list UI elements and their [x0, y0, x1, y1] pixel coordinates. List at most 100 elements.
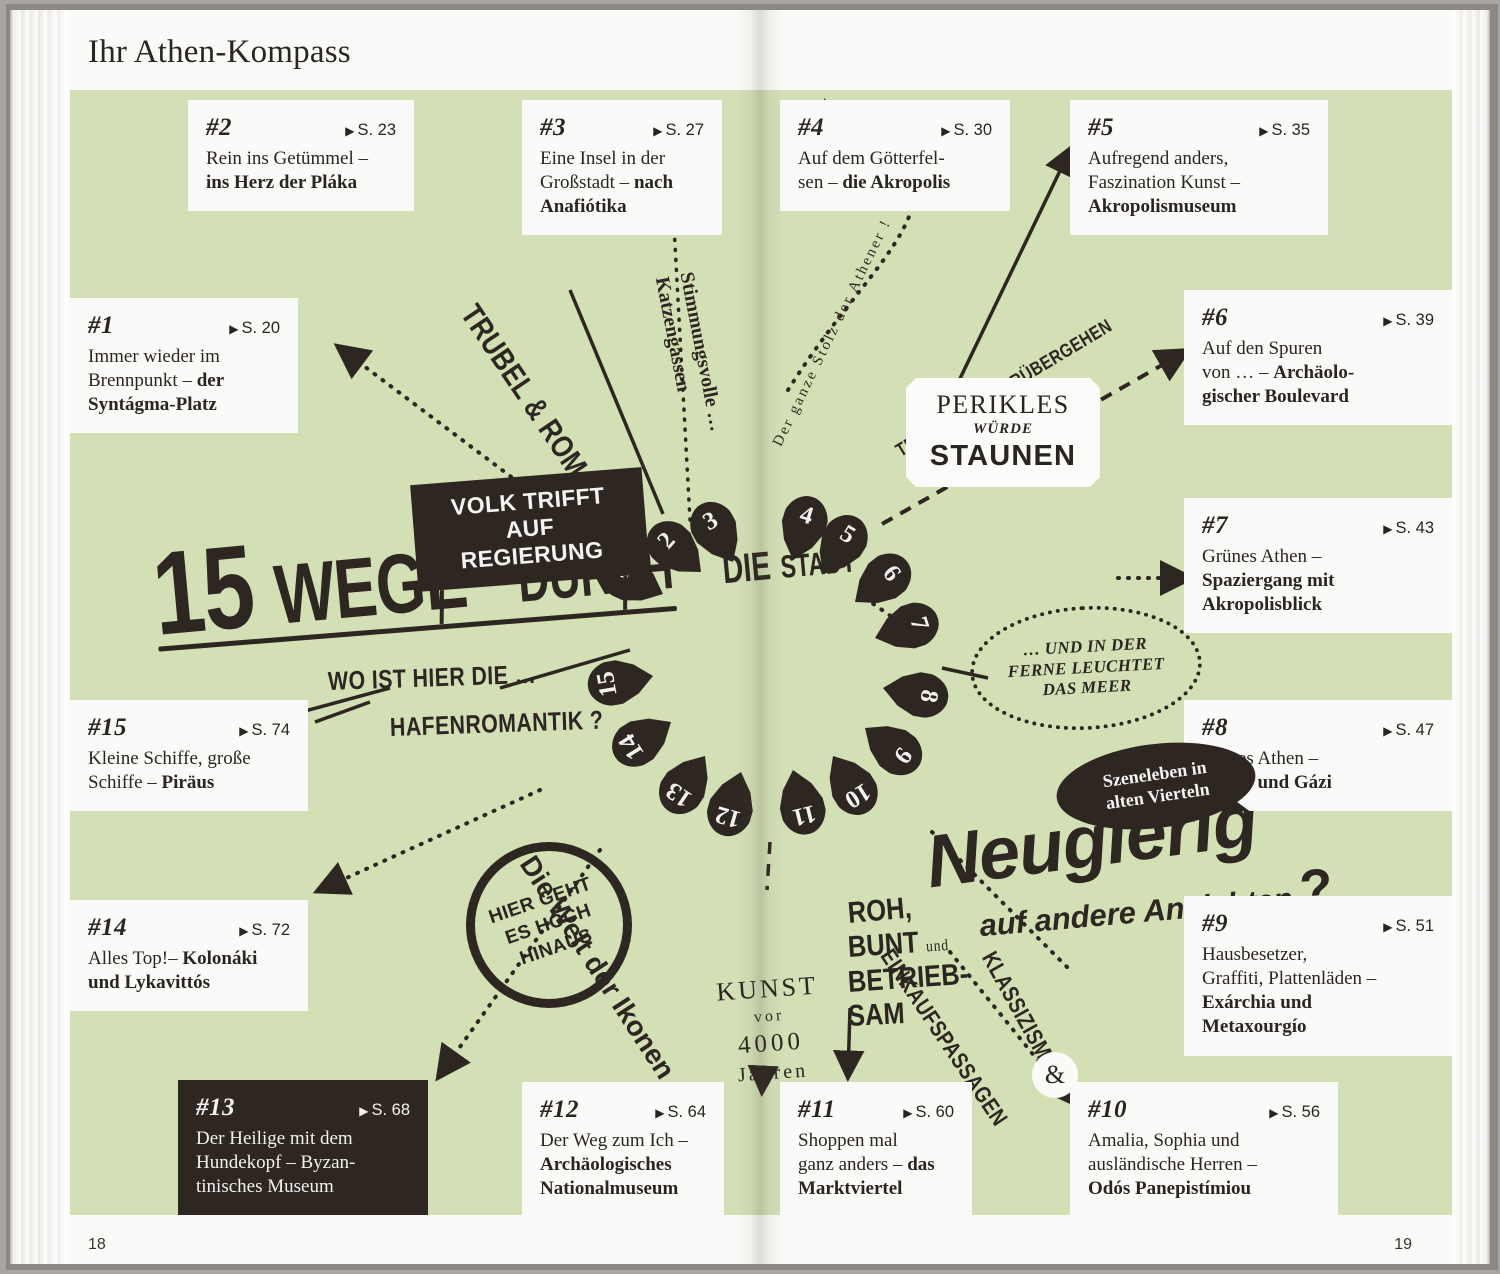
card-1[interactable]: #1 ▶ S. 20 Immer wieder im Brennpunkt – de… — [70, 298, 298, 434]
page-stack-right — [1448, 10, 1490, 1264]
triangle-icon: ▶ — [1383, 314, 1393, 328]
szeneleben-text: Szeneleben in alten Vierteln — [1101, 757, 1211, 814]
card-number: #11 — [798, 1096, 836, 1123]
triangle-icon: ▶ — [903, 1106, 913, 1120]
card-body: Aufregend anders, Faszination Kunst – Akro… — [1088, 148, 1240, 218]
card-number: #6 — [1202, 304, 1228, 331]
perikles-badge: PERIKLES WÜRDE STAUNEN — [906, 378, 1100, 487]
card-page-ref: ▶ S. 74 — [239, 721, 290, 739]
card-body: Auf den Spuren von … – Archäolo-gischer B… — [1202, 338, 1355, 408]
card-body: Rein ins Getümmel – ins Herz der Pláka — [206, 148, 369, 194]
card-page-ref: ▶ S. 72 — [239, 921, 290, 939]
card-4[interactable]: #4 ▶ S. 30 Auf dem Götterfel-sen – die Ak… — [780, 100, 1010, 212]
page-stack-left — [10, 10, 72, 1264]
roh-line3: BETRIEB- — [846, 957, 970, 999]
card-5[interactable]: #5 ▶ S. 35 Aufregend anders, Faszination K… — [1070, 100, 1328, 236]
triangle-icon: ▶ — [345, 124, 355, 138]
card-number: #2 — [206, 114, 232, 141]
card-number: #13 — [196, 1094, 235, 1121]
triangle-icon: ▶ — [1383, 920, 1393, 934]
card-body: Grünes Athen – Spaziergang mit Akropolisbl… — [1202, 546, 1335, 616]
card-body: Amalia, Sophia und ausländische Herren – O… — [1088, 1130, 1257, 1200]
card-12[interactable]: #12 ▶ S. 64 Der Weg zum Ich – Archäologisc… — [522, 1082, 724, 1215]
kunst-line3: 4000 — [737, 1027, 805, 1060]
card-2[interactable]: #2 ▶ S. 23 Rein ins Getümmel – ins Herz de… — [188, 100, 414, 212]
triangle-icon: ▶ — [359, 1104, 369, 1118]
infographic-canvas: 1 2 3 4 5 6 7 8 — [70, 90, 1452, 1215]
hoch-hinaus-circle: HIER GEHT ES HOCH HINAUS — [466, 842, 632, 1008]
sign-pole-left — [439, 590, 444, 625]
card-9[interactable]: #9 ▶ S. 51 Hausbesetzer, Graffiti, Platten… — [1184, 896, 1452, 1056]
card-number: #7 — [1202, 512, 1228, 539]
card-11[interactable]: #11 ▶ S. 60 Shoppen mal ganz anders – das M… — [780, 1082, 972, 1215]
perikles-name: PERIKLES — [936, 390, 1070, 419]
card-body: Shoppen mal ganz anders – das Marktviertel — [798, 1130, 935, 1200]
card-page-ref: ▶ S. 56 — [1269, 1103, 1320, 1121]
triangle-icon: ▶ — [655, 1106, 665, 1120]
card-15[interactable]: #15 ▶ S. 74 Kleine Schiffe, große Schiffe … — [70, 700, 308, 812]
card-number: #10 — [1088, 1096, 1127, 1123]
kunst-label-group: KUNST vor 4000 Jahren — [706, 970, 833, 1089]
card-14[interactable]: #14 ▶ S. 72 Alles Top!– Kolonáki und Lykav… — [70, 900, 308, 1012]
card-number: #14 — [88, 914, 127, 941]
card-body: Eine Insel in der Großstadt – nach Anafiót… — [540, 148, 674, 218]
sign-pole-right — [623, 576, 628, 611]
triangle-icon: ▶ — [239, 724, 249, 738]
roh-line2-main: BUNT — [846, 926, 920, 965]
card-6[interactable]: #6 ▶ S. 39 Auf den Spuren von … – Archäolo… — [1184, 290, 1452, 426]
card-page-ref: ▶ S. 27 — [653, 121, 704, 139]
card-page-ref: ▶ S. 35 — [1259, 121, 1310, 139]
triangle-icon: ▶ — [1383, 724, 1393, 738]
card-10[interactable]: #10 ▶ S. 56 Amalia, Sophia und ausländisch… — [1070, 1082, 1338, 1215]
card-page-ref: ▶ S. 30 — [941, 121, 992, 139]
page-number-right: 19 — [1394, 1236, 1412, 1253]
card-number: #5 — [1088, 114, 1114, 141]
roh-line4: SAM — [847, 997, 906, 1034]
headline-number: 15 — [147, 520, 259, 661]
card-13[interactable]: #13 ▶ S. 68 Der Heilige mit dem Hundekopf … — [178, 1080, 428, 1215]
card-body: Immer wieder im Brennpunkt – der Syntágma-… — [88, 346, 225, 416]
card-page-ref: ▶ S. 20 — [229, 319, 280, 337]
perikles-staunen: STAUNEN — [929, 440, 1077, 472]
triangle-icon: ▶ — [1269, 1106, 1279, 1120]
card-number: #9 — [1202, 910, 1228, 937]
roh-bunt-label-group: ROH, BUNT und BETRIEB- SAM — [846, 892, 990, 1034]
card-body: Auf dem Götterfel-sen – die Akropolis — [798, 148, 951, 194]
card-number: #12 — [540, 1096, 579, 1123]
triangle-icon: ▶ — [653, 124, 663, 138]
card-page-ref: ▶ S. 39 — [1383, 311, 1434, 329]
card-number: #8 — [1202, 714, 1228, 741]
card-page-ref: ▶ S. 23 — [345, 121, 396, 139]
card-number: #4 — [798, 114, 824, 141]
card-page-ref: ▶ S. 68 — [359, 1101, 410, 1119]
card-number: #3 — [540, 114, 566, 141]
triangle-icon: ▶ — [1383, 522, 1393, 536]
page-title: Ihr Athen-Kompass — [88, 34, 351, 70]
card-page-ref: ▶ S. 60 — [903, 1103, 954, 1121]
card-page-ref: ▶ S. 64 — [655, 1103, 706, 1121]
triangle-icon: ▶ — [1259, 124, 1269, 138]
card-page-ref: ▶ S. 43 — [1383, 519, 1434, 537]
card-page-ref: ▶ S. 51 — [1383, 917, 1434, 935]
card-number: #1 — [88, 312, 114, 339]
card-body: Hausbesetzer, Graffiti, Plattenläden – Exá… — [1202, 944, 1377, 1038]
card-page-ref: ▶ S. 47 — [1383, 721, 1434, 739]
card-3[interactable]: #3 ▶ S. 27 Eine Insel in der Großstadt – n… — [522, 100, 722, 236]
card-body: Der Weg zum Ich – Archäologisches National… — [540, 1130, 688, 1200]
card-body: Der Heilige mit dem Hundekopf – Byzan-tin… — [196, 1128, 356, 1198]
card-number: #15 — [88, 714, 127, 741]
sign-board: VOLK TRIFFT AUF REGIERUNG — [410, 467, 650, 593]
card-body: Alles Top!– Kolonáki und Lykavittós — [88, 948, 258, 994]
triangle-icon: ▶ — [941, 124, 951, 138]
headline-word-die: DIE — [720, 544, 773, 593]
page-number-left: 18 — [88, 1236, 106, 1253]
triangle-icon: ▶ — [229, 322, 239, 336]
headline-word-stadt: STADT — [779, 542, 858, 585]
perikles-verb: WÜRDE — [972, 421, 1033, 437]
meer-callout-text: … UND IN DER FERNE LEUCHTET DAS MEER — [1007, 633, 1165, 700]
card-7[interactable]: #7 ▶ S. 43 Grünes Athen – Spaziergang mit A… — [1184, 498, 1452, 634]
roh-line2-small: und — [925, 937, 950, 956]
card-body: Kleine Schiffe, große Schiffe – Piräus — [88, 748, 251, 794]
protest-sign: VOLK TRIFFT AUF REGIERUNG — [410, 467, 650, 625]
